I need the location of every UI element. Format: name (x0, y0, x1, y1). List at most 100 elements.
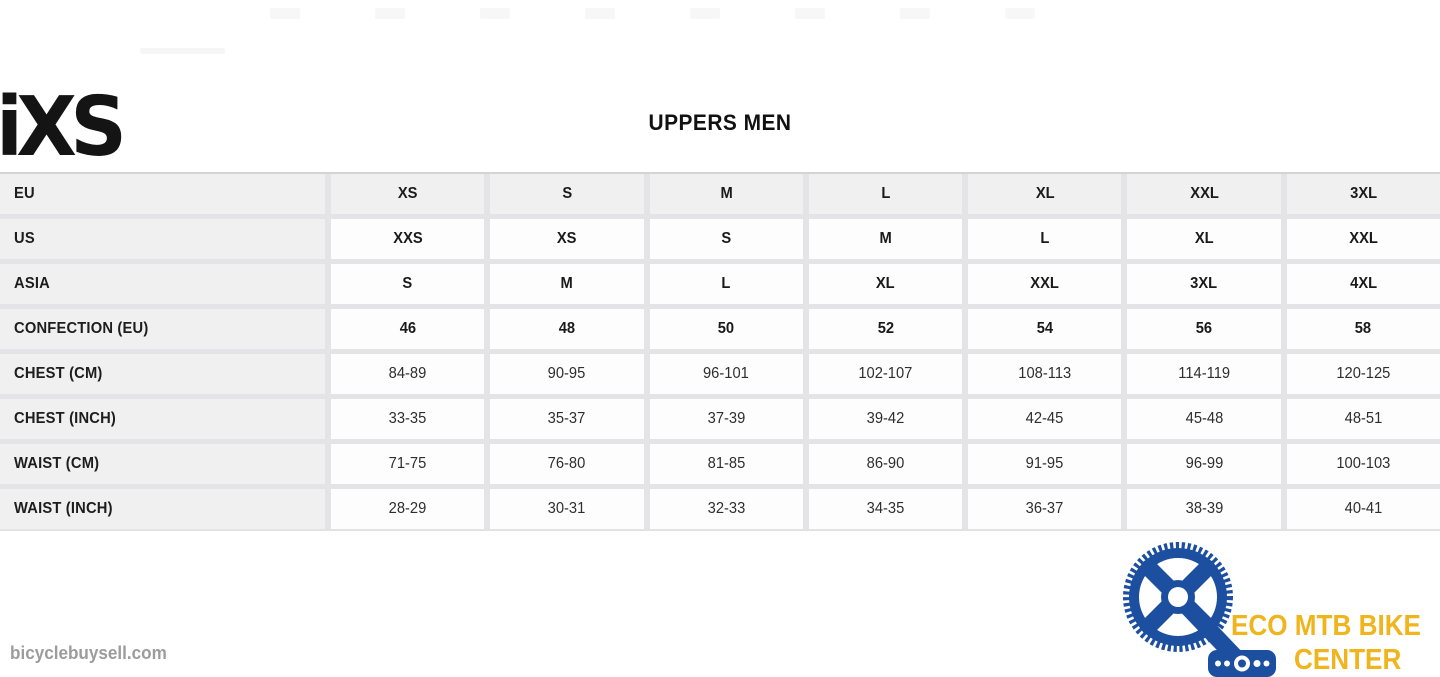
table-cell-text: 91-95 (1025, 455, 1064, 472)
row-label-text: WAIST (CM) (14, 455, 100, 472)
table-cell: M (808, 219, 963, 259)
table-cell-text: 3XL (1349, 185, 1377, 202)
table-cell-text: 50 (718, 320, 735, 337)
table-cell: 56 (1127, 309, 1281, 349)
table-cell-text: M (879, 230, 892, 247)
table-cell: 32-33 (649, 489, 803, 529)
compression-artifact (900, 8, 930, 19)
row-label-text: CHEST (INCH) (14, 410, 116, 427)
table-cell-text: 84-89 (388, 365, 427, 382)
table-cell-text: 4XL (1349, 275, 1377, 292)
table-cell: XS (490, 219, 644, 259)
table-cell: 91-95 (968, 444, 1122, 484)
table-cell: S (490, 174, 644, 214)
table-cell: L (968, 219, 1122, 259)
table-cell: 35-37 (490, 399, 644, 439)
compression-artifact (270, 8, 300, 19)
table-cell: 50 (649, 309, 803, 349)
table-cell: 3XL (1286, 174, 1440, 214)
row-label-text: CHEST (CM) (14, 365, 103, 382)
table-cell: 54 (968, 309, 1122, 349)
table-cell-text: 90-95 (548, 365, 586, 382)
table-cell-text: XXL (1189, 185, 1219, 202)
table-cell: XXL (968, 264, 1122, 304)
table-cell: 38-39 (1127, 489, 1281, 529)
page-title: UPPERS MEN (648, 110, 792, 135)
table-cell-text: 108-113 (1018, 365, 1072, 382)
table-cell: M (490, 264, 644, 304)
table-cell: 45-48 (1127, 399, 1281, 439)
table-cell-text: 114-119 (1178, 365, 1230, 382)
table-cell: 28-29 (331, 489, 485, 529)
table-cell-text: 39-42 (866, 410, 905, 427)
table-cell: L (649, 264, 803, 304)
compression-artifact (140, 48, 225, 54)
table-cell-text: 58 (1355, 320, 1372, 337)
table-cell-text: 76-80 (548, 455, 586, 472)
table-cell: 34-35 (808, 489, 963, 529)
table-cell-text: 52 (877, 320, 894, 337)
table-cell: 37-39 (649, 399, 803, 439)
table-cell: 96-99 (1127, 444, 1281, 484)
row-label-chest-inch: CHEST (INCH) (0, 399, 325, 439)
table-cell: 81-85 (649, 444, 803, 484)
table-cell: 3XL (1127, 264, 1281, 304)
table-cell-text: XL (1194, 230, 1214, 247)
table-cell: 84-89 (331, 354, 485, 394)
table-cell-text: 45-48 (1185, 410, 1223, 427)
table-cell: 42-45 (968, 399, 1122, 439)
table-cell: XXL (1127, 174, 1281, 214)
table-cell-text: 28-29 (388, 500, 427, 517)
table-cell: 30-31 (490, 489, 644, 529)
table-cell-text: L (721, 275, 731, 292)
table-cell-text: 35-37 (548, 410, 586, 427)
table-cell: 71-75 (331, 444, 485, 484)
compression-artifact (375, 8, 405, 19)
row-label-waist-inch: WAIST (INCH) (0, 489, 325, 529)
table-cell-text: 36-37 (1025, 500, 1064, 517)
table-cell: 114-119 (1127, 354, 1281, 394)
table-cell-text: 86-90 (866, 455, 905, 472)
row-label-text: WAIST (INCH) (14, 500, 113, 517)
size-table: EU XS S M L XL XXL 3XL US XXS XS S M L XL XXL ASIA S M L XL X… (0, 172, 1440, 531)
table-cell: XL (808, 264, 963, 304)
table-cell: XL (1127, 219, 1281, 259)
table-cell: 48 (490, 309, 644, 349)
table-cell-text: 34-35 (866, 500, 905, 517)
table-cell-text: L (880, 185, 890, 202)
table-cell: 4XL (1286, 264, 1440, 304)
table-cell-text: 40-41 (1344, 500, 1383, 517)
site-watermark: bicyclebuysell.com (10, 643, 167, 663)
table-cell: S (331, 264, 485, 304)
compression-artifact (585, 8, 615, 19)
table-cell: 46 (331, 309, 485, 349)
row-label-us: US (0, 219, 325, 259)
compression-artifact (480, 8, 510, 19)
table-cell-text: L (1040, 230, 1050, 247)
table-cell-text: 48-51 (1344, 410, 1383, 427)
table-cell: 39-42 (808, 399, 963, 439)
table-cell-text: 42-45 (1025, 410, 1064, 427)
table-cell-text: 33-35 (388, 410, 427, 427)
table-cell-text: XL (1035, 185, 1055, 202)
table-cell: XXS (331, 219, 485, 259)
compression-artifact (795, 8, 825, 19)
table-cell: 96-101 (649, 354, 803, 394)
table-cell: 100-103 (1286, 444, 1440, 484)
table-cell: XL (968, 174, 1122, 214)
ixs-brand-logo: iXS (0, 80, 127, 175)
row-label-eu: EU (0, 174, 325, 214)
table-cell: 40-41 (1286, 489, 1440, 529)
table-cell-text: XXL (1349, 230, 1378, 247)
row-label-text: CONFECTION (EU) (14, 320, 149, 337)
table-cell-text: 30-31 (548, 500, 586, 517)
row-label-confection-eu: CONFECTION (EU) (0, 309, 325, 349)
shop-watermark-line2: CENTER (1294, 644, 1402, 676)
compression-artifact (1005, 8, 1035, 19)
table-cell-text: 3XL (1190, 275, 1218, 292)
table-cell-text: XS (557, 230, 577, 247)
table-cell: 52 (808, 309, 963, 349)
row-label-chest-cm: CHEST (CM) (0, 354, 325, 394)
table-cell: XS (331, 174, 485, 214)
table-cell: 90-95 (490, 354, 644, 394)
